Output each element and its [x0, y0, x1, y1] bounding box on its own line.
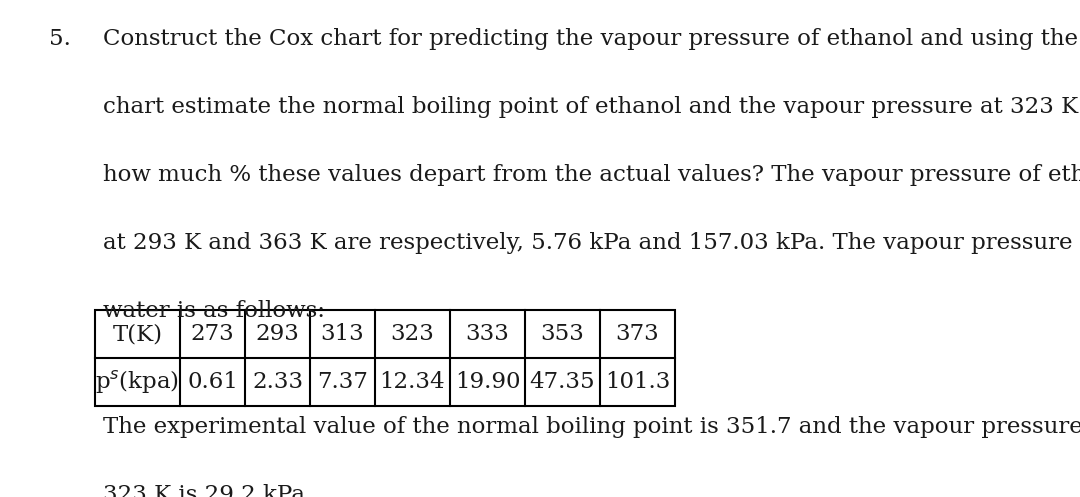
Bar — [95, 310, 675, 406]
Text: water is as follows:: water is as follows: — [103, 300, 325, 322]
Text: 47.35: 47.35 — [529, 371, 595, 393]
Text: 373: 373 — [616, 323, 660, 345]
Text: T(K): T(K) — [112, 323, 162, 345]
Text: 273: 273 — [191, 323, 234, 345]
Text: 101.3: 101.3 — [605, 371, 671, 393]
Text: 323: 323 — [391, 323, 434, 345]
Text: at 293 K and 363 K are respectively, 5.76 kPa and 157.03 kPa. The vapour pressur: at 293 K and 363 K are respectively, 5.7… — [103, 232, 1080, 254]
Text: p$^s$(kpa): p$^s$(kpa) — [95, 368, 179, 396]
Text: 293: 293 — [256, 323, 299, 345]
Text: 333: 333 — [465, 323, 510, 345]
Text: 313: 313 — [321, 323, 364, 345]
Text: 2.33: 2.33 — [252, 371, 303, 393]
Text: 7.37: 7.37 — [318, 371, 368, 393]
Text: 19.90: 19.90 — [455, 371, 521, 393]
Text: 5.: 5. — [49, 28, 70, 50]
Text: chart estimate the normal boiling point of ethanol and the vapour pressure at 32: chart estimate the normal boiling point … — [103, 96, 1080, 118]
Text: The experimental value of the normal boiling point is 351.7 and the vapour press: The experimental value of the normal boi… — [103, 416, 1080, 438]
Text: 0.61: 0.61 — [187, 371, 238, 393]
Text: 353: 353 — [541, 323, 584, 345]
Text: how much % these values depart from the actual values? The vapour pressure of et: how much % these values depart from the … — [103, 164, 1080, 186]
Text: 323 K is 29.2 kPa.: 323 K is 29.2 kPa. — [103, 484, 312, 497]
Text: 12.34: 12.34 — [380, 371, 445, 393]
Text: Construct the Cox chart for predicting the vapour pressure of ethanol and using : Construct the Cox chart for predicting t… — [103, 28, 1078, 50]
